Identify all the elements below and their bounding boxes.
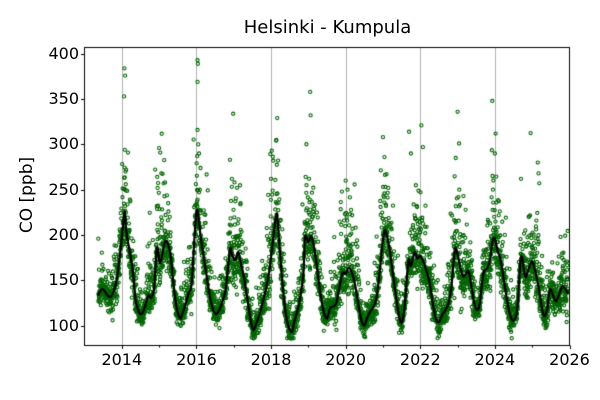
x-tick-label: 2022 bbox=[399, 350, 441, 369]
x-tick-label: 2020 bbox=[325, 350, 366, 369]
y-tick-label: 250 bbox=[48, 179, 79, 199]
y-tick-label: 150 bbox=[48, 270, 79, 290]
chart-title: Helsinki - Kumpula bbox=[243, 17, 412, 38]
x-tick-label: 2014 bbox=[101, 350, 143, 369]
y-tick-label: 200 bbox=[48, 224, 79, 244]
x-tick-label: 2018 bbox=[250, 350, 292, 369]
y-tick-label: 100 bbox=[48, 315, 79, 335]
x-tick-label: 2016 bbox=[176, 350, 217, 369]
x-tick-label: 2026 bbox=[549, 350, 590, 369]
y-tick-label: 300 bbox=[48, 134, 79, 154]
x-tick-label: 2024 bbox=[474, 350, 516, 369]
y-tick-label: 400 bbox=[48, 43, 79, 63]
y-tick-label: 350 bbox=[48, 89, 79, 109]
